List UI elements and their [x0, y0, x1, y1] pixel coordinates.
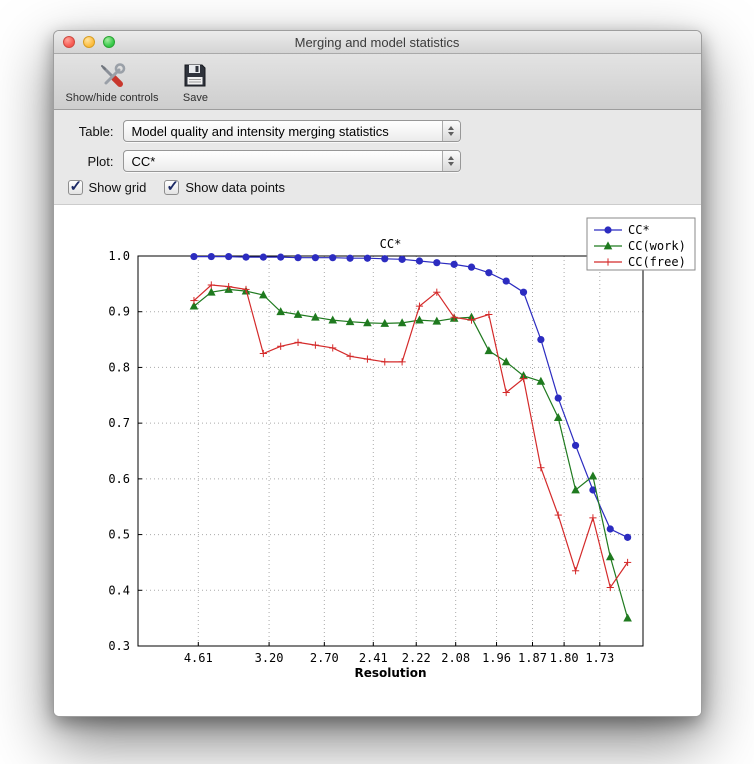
title-bar: Merging and model statistics — [53, 31, 701, 54]
svg-text:0.7: 0.7 — [108, 416, 130, 430]
tool-label: Show/hide controls — [65, 92, 159, 104]
plot-row: Plot: CC* — [68, 150, 687, 172]
toolbar: Show/hide controls Save — [53, 54, 701, 110]
svg-text:1.0: 1.0 — [108, 249, 130, 263]
svg-text:2.08: 2.08 — [441, 651, 470, 665]
svg-text:1.80: 1.80 — [549, 651, 578, 665]
close-button[interactable] — [62, 36, 75, 48]
svg-text:2.22: 2.22 — [401, 651, 430, 665]
series-CC(work) — [189, 284, 632, 622]
checkbox-label: Show grid — [88, 180, 147, 195]
svg-text:3.20: 3.20 — [254, 651, 283, 665]
show-hide-controls-button[interactable]: Show/hide controls — [65, 60, 159, 104]
checkbox-box: ✓ — [67, 178, 83, 195]
zoom-button[interactable] — [102, 36, 115, 48]
svg-text:CC(work): CC(work) — [628, 239, 686, 253]
svg-text:CC*: CC* — [628, 223, 650, 237]
checkbox-row: ✓ Show grid ✓ Show data points — [67, 178, 687, 195]
svg-text:1.87: 1.87 — [518, 651, 547, 665]
stepper-arrows-icon — [441, 121, 460, 141]
axis-tick-labels: 0.3 0.4 0.5 0.6 0.7 0.8 0.9 1.0 4.61 3.20 2.70 2.41… — [108, 249, 614, 665]
svg-text:0.9: 0.9 — [108, 305, 130, 319]
wrench-screwdriver-icon — [97, 60, 127, 90]
checkbox-box: ✓ — [164, 178, 180, 195]
window-controls — [62, 31, 115, 53]
legend: CC* CC(work) CC(free) — [586, 217, 695, 271]
chart-title: CC* — [379, 237, 401, 251]
svg-text:1.96: 1.96 — [482, 651, 511, 665]
axis-ticks — [137, 255, 600, 647]
series-CC(free) — [189, 281, 631, 592]
x-axis-label: Resolution — [354, 666, 426, 680]
controls-panel: Table: Model quality and intensity mergi… — [53, 110, 701, 205]
merging-statistics-chart: 0.3 0.4 0.5 0.6 0.7 0.8 0.9 1.0 4.61 3.20 2.70 2.41… — [54, 206, 700, 706]
check-icon: ✓ — [69, 178, 83, 195]
table-select-value: Model quality and intensity merging stat… — [131, 123, 389, 139]
plot-area: 0.3 0.4 0.5 0.6 0.7 0.8 0.9 1.0 4.61 3.20 2.70 2.41… — [53, 205, 701, 716]
svg-text:0.5: 0.5 — [108, 528, 130, 542]
svg-text:0.4: 0.4 — [108, 583, 130, 597]
check-icon: ✓ — [166, 178, 179, 195]
table-label: Table: — [78, 123, 114, 139]
save-floppy-icon — [182, 60, 208, 90]
svg-text:4.61: 4.61 — [183, 651, 212, 665]
checkbox-show-data-points[interactable]: ✓ Show data points — [164, 178, 286, 195]
svg-text:0.8: 0.8 — [108, 360, 130, 374]
plot-select[interactable]: CC* — [122, 150, 461, 172]
save-button[interactable]: Save — [182, 60, 208, 104]
plot-select-value: CC* — [131, 153, 156, 169]
svg-text:2.70: 2.70 — [309, 651, 338, 665]
window-title: Merging and model statistics — [294, 34, 460, 50]
plot-label: Plot: — [87, 153, 114, 169]
svg-text:2.41: 2.41 — [358, 651, 387, 665]
checkbox-label: Show data points — [185, 180, 286, 195]
checkbox-show-grid[interactable]: ✓ Show grid — [67, 178, 147, 195]
app-window: Merging and model statistics Show/hide c… — [52, 30, 702, 717]
stepper-arrows-icon — [441, 151, 460, 171]
svg-text:1.73: 1.73 — [585, 651, 614, 665]
tool-label: Save — [182, 92, 208, 104]
minimize-button[interactable] — [82, 36, 95, 48]
svg-text:CC(free): CC(free) — [628, 255, 686, 269]
svg-text:0.6: 0.6 — [108, 472, 130, 486]
svg-text:0.3: 0.3 — [108, 639, 130, 653]
series-CC* — [189, 252, 631, 541]
axes-frame — [137, 255, 643, 647]
table-row: Table: Model quality and intensity mergi… — [68, 120, 687, 142]
table-select[interactable]: Model quality and intensity merging stat… — [122, 120, 461, 142]
